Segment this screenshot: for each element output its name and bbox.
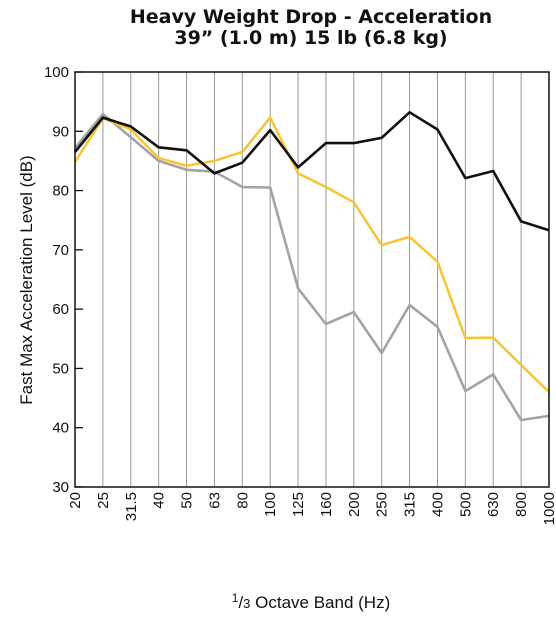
x-tick-label-125: 125 — [290, 492, 307, 517]
y-tick-label-90: 90 — [52, 123, 69, 140]
x-label-fraction-den: 3 — [243, 596, 250, 611]
y-axis-label: Fast Max Acceleration Level (dB) — [17, 155, 36, 404]
series-line-1 — [73, 111, 550, 232]
x-label-fraction-num: 1 — [232, 591, 239, 605]
x-axis-label: 1/3 Octave Band (Hz) — [232, 591, 390, 612]
y-tick-label-50: 50 — [52, 360, 69, 377]
x-tick-label-315: 315 — [402, 492, 419, 517]
x-tick-label-500: 500 — [457, 492, 474, 517]
y-tick-label-60: 60 — [52, 301, 69, 318]
x-tick-label-630: 630 — [485, 492, 502, 517]
x-tick-label-31.5: 31.5 — [123, 492, 140, 521]
plot-frame — [74, 71, 550, 488]
x-tick-label-63: 63 — [206, 492, 223, 509]
x-axis-ticks: 20 25 31.5 40 50 63 80 100 125 160 200 250 315 400 500… — [67, 492, 556, 525]
x-tick-label-50: 50 — [179, 492, 196, 509]
x-tick-label-400: 400 — [429, 492, 446, 517]
chart-title: Heavy Weight Drop - Acceleration — [129, 6, 493, 28]
series-line-3 — [73, 112, 550, 422]
x-tick-label-25: 25 — [95, 492, 112, 509]
series-layer — [73, 111, 550, 422]
series-line-2 — [73, 116, 550, 394]
chart-subtitle: 39” (1.0 m) 15 lb (6.8 kg) — [174, 27, 448, 49]
y-tick-label-40: 40 — [52, 420, 69, 437]
y-tick-label-30: 30 — [52, 479, 69, 496]
x-tick-label-800: 800 — [513, 492, 530, 517]
y-tick-label-70: 70 — [52, 242, 69, 259]
x-tick-label-1000: 1000 — [541, 492, 556, 525]
x-label-fraction-slash: / — [238, 593, 243, 612]
grid-lines — [102, 72, 522, 487]
y-axis-ticks: 30 40 50 60 70 80 90 100 — [44, 64, 83, 496]
x-tick-label-80: 80 — [234, 492, 251, 509]
y-tick-label-100: 100 — [44, 64, 69, 81]
x-tick-label-250: 250 — [374, 492, 391, 517]
x-tick-label-40: 40 — [151, 492, 168, 509]
x-tick-label-200: 200 — [346, 492, 363, 517]
x-label-text: Octave Band (Hz) — [250, 593, 390, 612]
y-tick-label-80: 80 — [52, 183, 69, 200]
x-tick-label-160: 160 — [318, 492, 335, 517]
x-tick-label-20: 20 — [67, 492, 84, 509]
x-tick-label-100: 100 — [262, 492, 279, 517]
